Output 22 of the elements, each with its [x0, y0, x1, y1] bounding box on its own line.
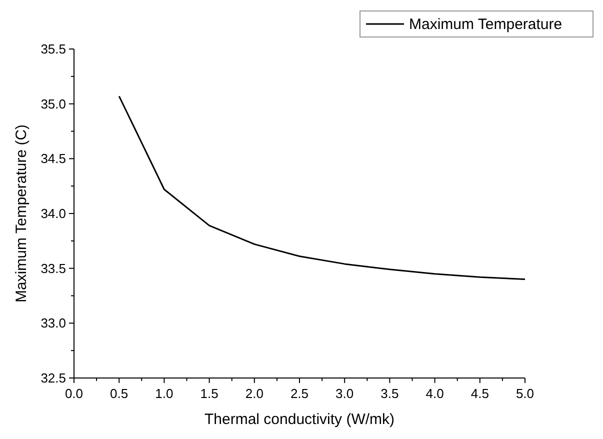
- y-axis-title: Maximum Temperature (C): [13, 124, 30, 303]
- y-tick-label: 32.5: [40, 370, 66, 386]
- y-tick-label: 35.0: [40, 96, 66, 112]
- y-tick-label: 34.0: [40, 206, 66, 221]
- y-tick-label: 35.5: [40, 42, 66, 56]
- x-tick-label: 3.5: [380, 386, 399, 401]
- line-series: [118, 95, 526, 280]
- y-tick-label: 33.5: [40, 260, 66, 276]
- y-tick-label: 34.5: [40, 151, 66, 166]
- x-tick-label: 4.0: [426, 386, 444, 401]
- x-tick-label: 5.0: [516, 386, 534, 401]
- x-tick-label: 1.0: [155, 386, 174, 401]
- y-tick-label: 33.0: [40, 316, 66, 331]
- x-tick-label: 2.0: [245, 386, 264, 401]
- x-tick-label: 1.5: [200, 386, 218, 401]
- x-tick-label: 3.0: [336, 386, 354, 401]
- x-tick-label: 0.5: [110, 386, 128, 401]
- x-tick-label: 4.5: [470, 386, 489, 401]
- x-tick-label: 2.5: [290, 386, 309, 401]
- legend-label: Maximum Temperature: [409, 16, 562, 33]
- x-axis-title: Thermal conductivity (W/mk): [204, 411, 395, 428]
- x-tick-label: 0.0: [64, 386, 84, 401]
